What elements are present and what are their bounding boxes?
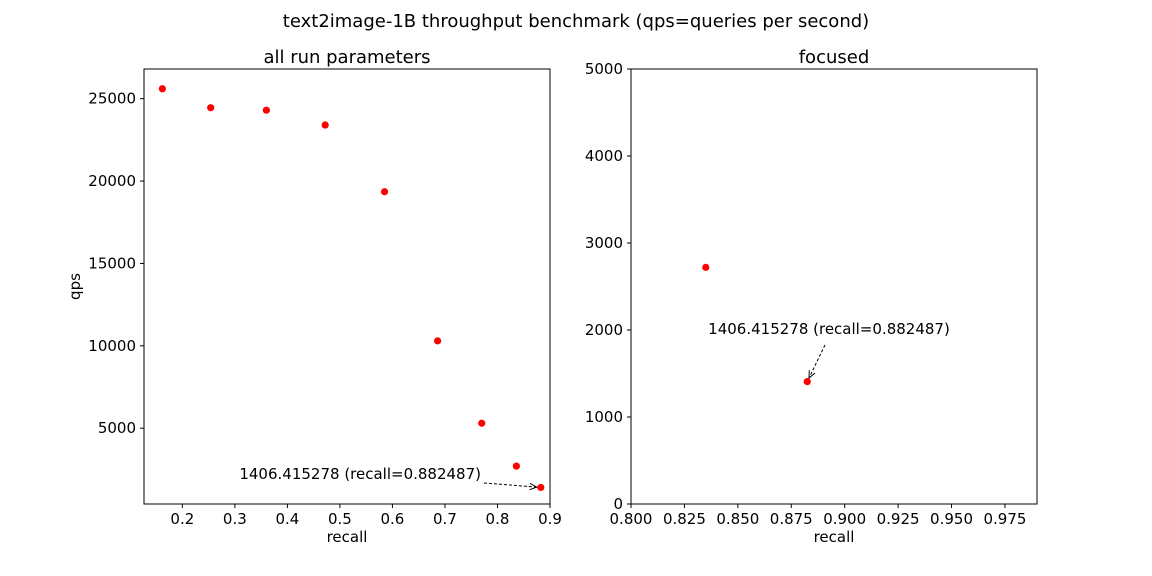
x-tick-label: 0.800: [610, 510, 653, 528]
chart-left: 0.2 0.3 0.4 0.5 0.6 0.7 0.8 0.9 5000 10000 15000 20…: [66, 47, 562, 546]
data-point: [321, 121, 329, 129]
x-tick-label: 0.8: [486, 510, 510, 528]
data-point: [434, 337, 442, 345]
x-tick-label: 0.900: [823, 510, 866, 528]
plot-area-frame: [143, 68, 551, 505]
y-tick-label: 15000: [88, 254, 136, 272]
data-point: [158, 85, 166, 93]
chart-right: 0.800 0.825 0.850 0.875 0.900 0.925 0.950 0.975…: [585, 47, 1038, 546]
x-tick-label: 0.9: [538, 510, 562, 528]
y-tick-label: 20000: [88, 172, 136, 190]
y-tick-label: 3000: [585, 234, 623, 252]
figure-title: text2image-1B throughput benchmark (qps=…: [283, 11, 869, 32]
x-tick-label: 0.875: [770, 510, 813, 528]
data-point: [512, 462, 520, 470]
data-point: [478, 419, 486, 427]
data-point: [702, 263, 710, 271]
annotation-label: 1406.415278 (recall=0.882487): [708, 320, 950, 338]
y-tick-label: 10000: [88, 337, 136, 355]
x-tick-label: 0.950: [930, 510, 973, 528]
data-point: [262, 106, 270, 114]
y-tick-label: 25000: [88, 90, 136, 108]
x-tick-label: 0.2: [170, 510, 194, 528]
x-tick-label: 0.4: [275, 510, 299, 528]
plot-area-frame: [630, 68, 1038, 505]
y-axis-label: qps: [66, 273, 84, 300]
x-tick-label: 0.3: [223, 510, 247, 528]
x-tick-label: 0.850: [716, 510, 759, 528]
y-tick-label: 2000: [585, 321, 623, 339]
data-point: [380, 188, 389, 196]
data-point: [803, 378, 811, 386]
x-tick-label: 0.925: [877, 510, 920, 528]
y-tick-label: 5000: [98, 419, 136, 437]
x-tick-label: 0.7: [433, 510, 457, 528]
y-tick-label: 4000: [585, 147, 623, 165]
data-point: [207, 104, 215, 112]
x-tick-label: 0.6: [381, 510, 405, 528]
y-tick-label: 1000: [585, 408, 623, 426]
y-tick-label: 0: [613, 495, 623, 513]
annotation-arrow: [809, 344, 826, 378]
chart-title: all run parameters: [263, 47, 430, 68]
chart-title: focused: [799, 47, 870, 68]
x-axis-label: recall: [814, 528, 855, 546]
x-tick-label: 0.825: [663, 510, 706, 528]
x-tick-label: 0.975: [983, 510, 1026, 528]
annotation-label: 1406.415278 (recall=0.882487): [239, 465, 481, 483]
x-axis-label: recall: [327, 528, 368, 546]
x-tick-label: 0.5: [328, 510, 352, 528]
y-tick-label: 5000: [585, 60, 623, 78]
data-point: [537, 483, 545, 492]
annotation-arrow: [483, 482, 537, 487]
